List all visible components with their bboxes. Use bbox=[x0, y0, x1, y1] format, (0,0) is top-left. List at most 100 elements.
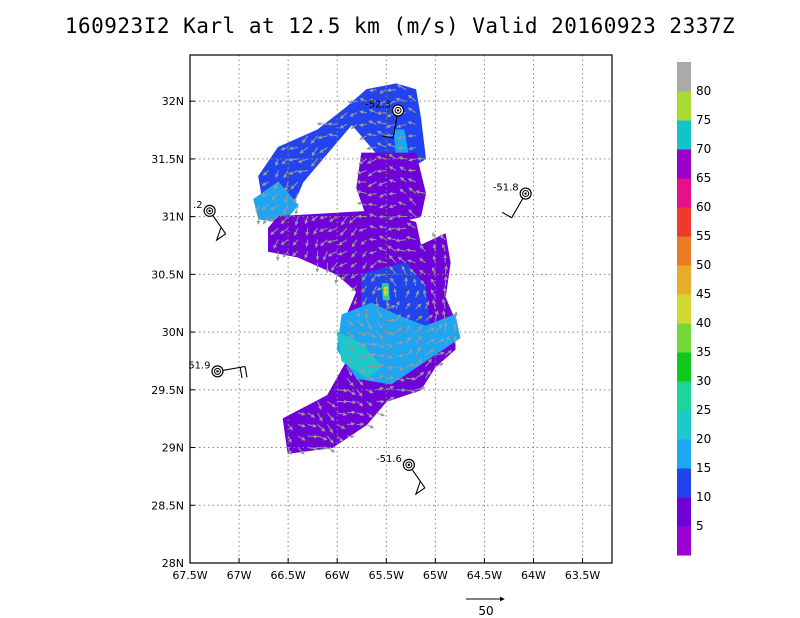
wind-barb-flag bbox=[414, 481, 426, 496]
lat-tick-label: 28N bbox=[162, 557, 184, 570]
wind-vector bbox=[441, 298, 446, 310]
dropsonde-inner-ring bbox=[522, 190, 530, 198]
dropsonde-5: -51.6 bbox=[376, 454, 426, 496]
wind-vector bbox=[356, 331, 367, 336]
wind-vector bbox=[395, 366, 405, 371]
wind-vector bbox=[386, 396, 395, 402]
wind-vector bbox=[307, 412, 316, 418]
wind-vector bbox=[361, 274, 368, 281]
wind-vector bbox=[317, 135, 328, 140]
wind-vector bbox=[356, 308, 361, 318]
wind-vector bbox=[360, 239, 368, 246]
wind-vector bbox=[290, 181, 299, 190]
colorbar-swatch bbox=[677, 120, 691, 150]
wind-vector bbox=[356, 170, 367, 175]
wind-vector bbox=[409, 197, 417, 206]
wind-vector bbox=[284, 193, 289, 204]
wind-vector bbox=[378, 235, 387, 241]
wind-vector bbox=[282, 250, 289, 258]
wind-vector bbox=[346, 366, 353, 377]
wind-vector bbox=[376, 353, 385, 358]
wind-barb-staff bbox=[392, 116, 398, 139]
wind-vector bbox=[356, 389, 363, 397]
wind-vector bbox=[388, 216, 397, 221]
wind-vector bbox=[346, 389, 356, 395]
wind-vector bbox=[327, 227, 338, 233]
wind-vector bbox=[366, 352, 377, 357]
wind-vector bbox=[346, 410, 356, 415]
colorbar-label: 5 bbox=[696, 519, 704, 533]
wind-vector bbox=[386, 375, 395, 380]
wind-vector bbox=[369, 225, 377, 229]
wind-vector bbox=[297, 447, 305, 455]
wind-vector bbox=[305, 228, 310, 236]
dropsonde-1: -52.3 bbox=[365, 99, 405, 139]
wind-vector bbox=[387, 245, 397, 252]
dropsonde-inner-ring bbox=[394, 106, 402, 114]
colorbar-label: 65 bbox=[696, 171, 711, 185]
wind-vector bbox=[441, 243, 446, 252]
wind-vector bbox=[388, 204, 397, 209]
wind-vector bbox=[297, 158, 308, 163]
wind-vector bbox=[408, 157, 416, 162]
wind-vector bbox=[405, 302, 411, 310]
wind-vector bbox=[351, 285, 358, 292]
wind-vector bbox=[389, 266, 397, 275]
wind-vector bbox=[378, 204, 387, 209]
wind-vector bbox=[388, 166, 397, 171]
wind-vector bbox=[386, 236, 397, 241]
wind-vector bbox=[415, 326, 423, 333]
lat-tick-label: 31N bbox=[162, 211, 184, 224]
wind-vector bbox=[395, 340, 404, 345]
wind-vector bbox=[261, 181, 269, 186]
wind-vector bbox=[399, 166, 407, 171]
wind-vector bbox=[386, 88, 397, 93]
wind-vector bbox=[376, 343, 385, 349]
wind-vector bbox=[346, 331, 354, 338]
wind-vector bbox=[338, 262, 348, 267]
wind-vector bbox=[425, 338, 436, 345]
wind-vector bbox=[318, 227, 328, 232]
wind-vector-field bbox=[255, 84, 458, 456]
colorbar-swatch bbox=[677, 526, 691, 556]
wind-vector bbox=[348, 99, 357, 104]
map-plot-area: -52.3 -51.8 .2 51.9 -51.6 67.5W 67W 66.5W 66W 65… bbox=[151, 54, 613, 582]
wind-vector bbox=[395, 300, 400, 310]
wind-vector bbox=[362, 262, 368, 270]
lat-tick-label: 31.5N bbox=[151, 153, 184, 166]
vector-scale-label: 50 bbox=[478, 604, 493, 618]
lon-tick-label: 64.5W bbox=[467, 569, 502, 582]
wind-vector bbox=[346, 343, 354, 352]
dropsonde-dot bbox=[396, 109, 400, 112]
wind-vector bbox=[292, 239, 299, 246]
lat-tick-label: 28.5N bbox=[151, 499, 184, 512]
wind-vector bbox=[367, 181, 377, 187]
wind-vector bbox=[255, 204, 260, 213]
wind-vector bbox=[399, 188, 407, 194]
colorbar-swatch bbox=[677, 178, 691, 208]
wind-vector bbox=[307, 423, 318, 428]
wind-vector bbox=[405, 325, 410, 333]
wind-vector bbox=[288, 146, 299, 151]
wind-vector bbox=[395, 226, 406, 231]
wind-vector bbox=[327, 435, 334, 444]
wind-vector bbox=[337, 250, 348, 256]
wind-vector bbox=[425, 327, 435, 333]
wind-vector bbox=[299, 146, 309, 154]
wind-vector bbox=[406, 248, 416, 253]
colorbar-label: 45 bbox=[696, 287, 711, 301]
wind-vector bbox=[346, 422, 356, 426]
wind-vector bbox=[280, 216, 289, 225]
wind-vector bbox=[420, 279, 426, 287]
wind-vector bbox=[288, 170, 299, 175]
wind-vector bbox=[395, 377, 406, 382]
wind-vector bbox=[304, 216, 309, 225]
wind-vector bbox=[361, 285, 368, 293]
wind-vector bbox=[358, 227, 367, 232]
wind-vector bbox=[356, 201, 367, 206]
wind-vector bbox=[386, 365, 394, 370]
wind-vector bbox=[317, 424, 326, 432]
wind-vector bbox=[406, 222, 416, 229]
wind-vector bbox=[388, 255, 397, 264]
